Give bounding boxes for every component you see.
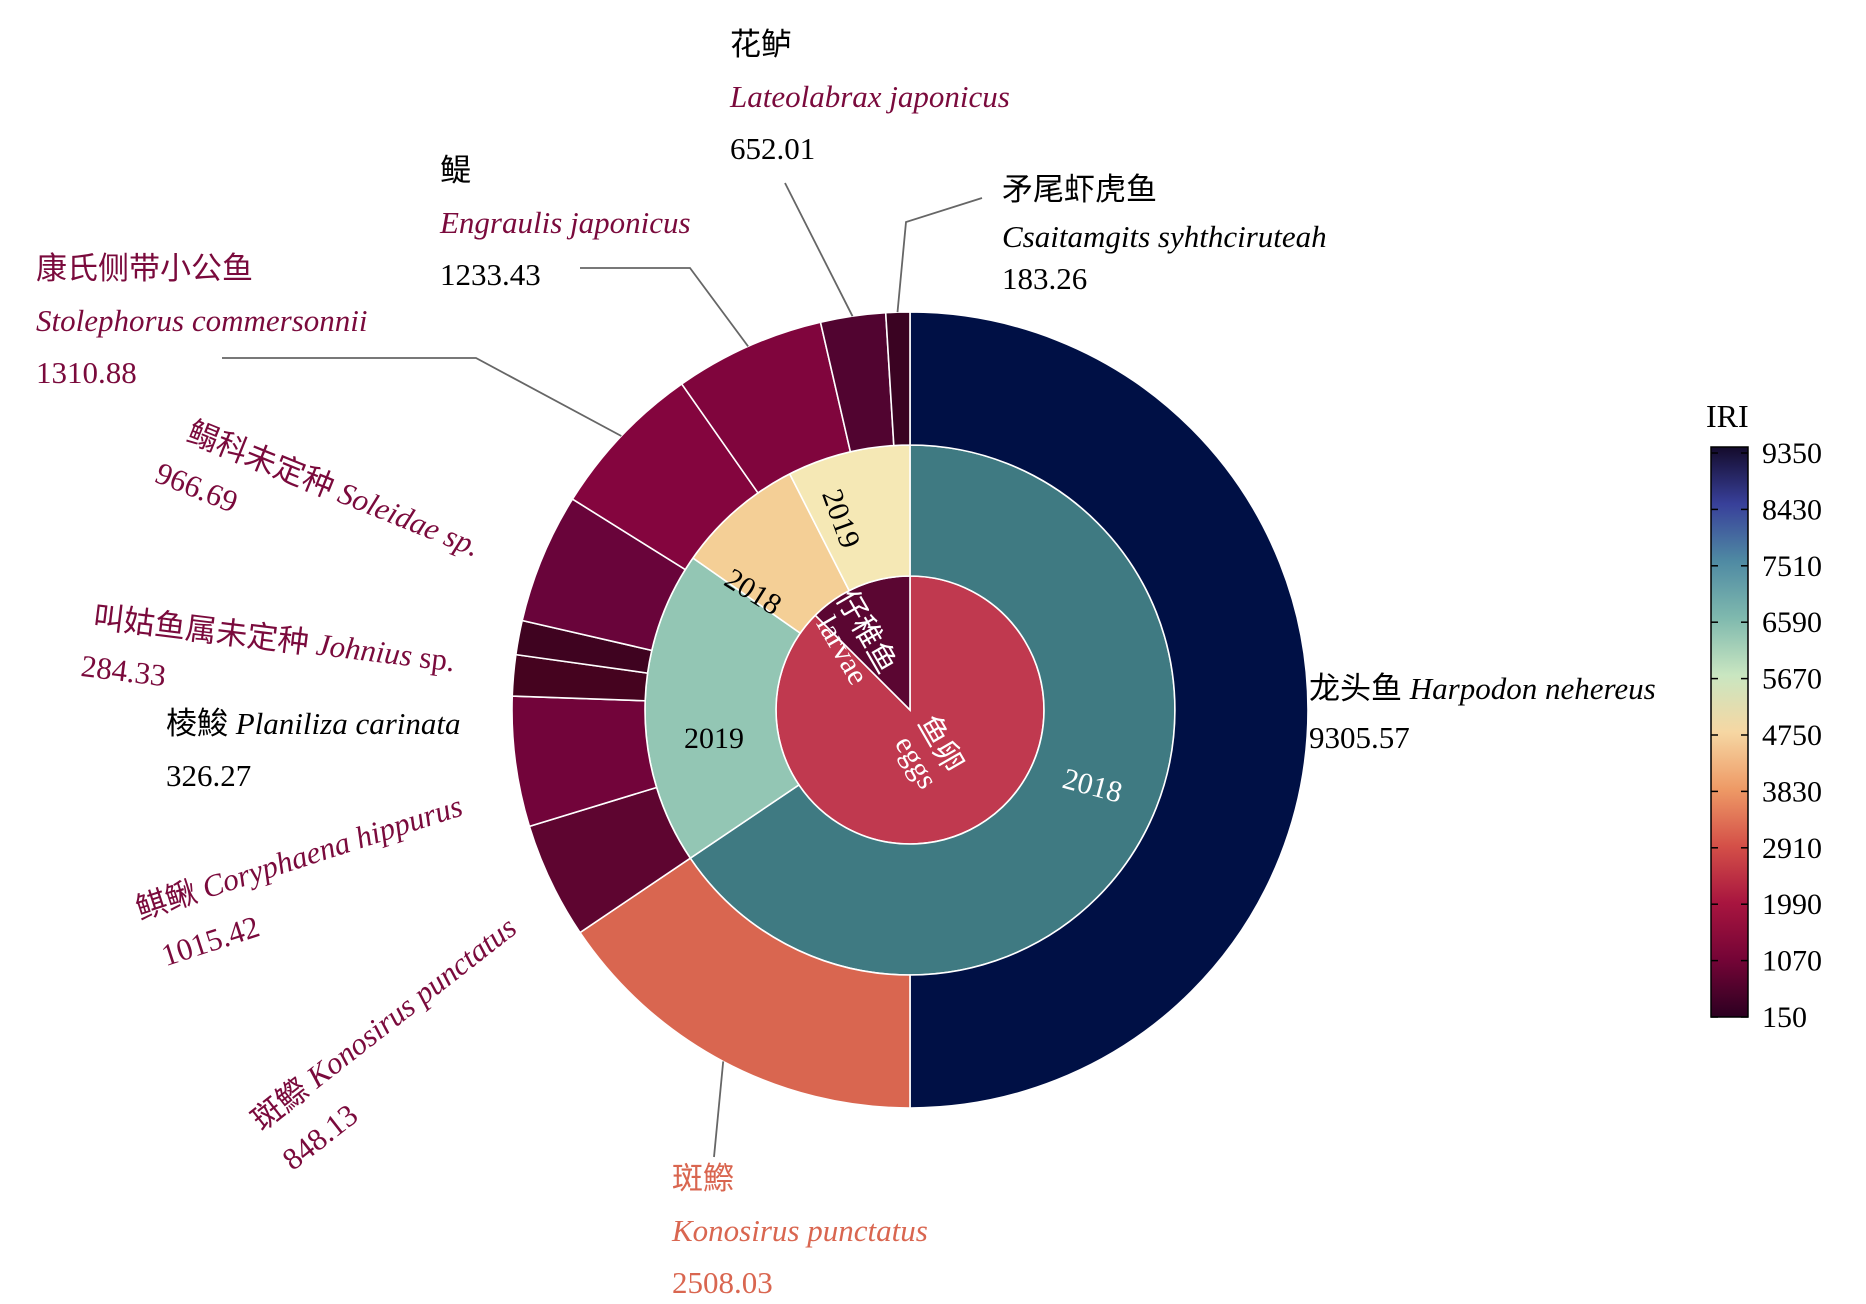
colorbar-tick-label: 2910 <box>1762 832 1822 865</box>
svg-text:鱼卵 eggs: 鱼卵 eggs <box>885 710 973 800</box>
svg-text:284.33: 284.33 <box>79 648 168 693</box>
svg-text:Stolephorus commersonnii: Stolephorus commersonnii <box>36 303 368 338</box>
colorbar-tick-label: 7510 <box>1762 550 1822 583</box>
species-label-stolephorus: 康氏侧带小公鱼 Stolephorus commersonnii 1310.88 <box>36 251 368 390</box>
svg-text:326.27: 326.27 <box>166 758 251 793</box>
species-label-harpodon: 龙头鱼 Harpodon nehereus 9305.57 <box>1309 671 1656 755</box>
colorbar-gradient <box>1710 446 1749 1018</box>
svg-text:Engraulis japonicus: Engraulis japonicus <box>439 205 691 240</box>
svg-text:1310.88: 1310.88 <box>36 355 137 390</box>
colorbar-tick-label: 4750 <box>1762 719 1822 752</box>
mid-label-eggs-2019: 2019 <box>684 722 744 755</box>
svg-text:斑鰶: 斑鰶 <box>672 1161 734 1196</box>
svg-text:鲯鳅 Coryphaena hippurus: 鲯鳅 Coryphaena hippurus <box>131 788 466 927</box>
colorbar-tick-label: 3830 <box>1762 775 1822 808</box>
colorbar-tick-label: 8430 <box>1762 493 1822 526</box>
colorbar-title: IRI <box>1706 398 1749 434</box>
svg-text:2508.03: 2508.03 <box>672 1265 773 1300</box>
leader-line-engraulis <box>580 267 749 347</box>
leader-line-csaitamgits <box>896 197 983 313</box>
colorbar-tick-label: 150 <box>1762 1001 1807 1034</box>
colorbar-tick-label: 5670 <box>1762 663 1822 696</box>
species-label-planiliza: 棱鮻 Planiliza carinata 326.27 <box>166 706 461 793</box>
leader-line-konosirus-eggs <box>713 1061 725 1158</box>
svg-text:9305.57: 9305.57 <box>1309 720 1410 755</box>
svg-text:Konosirus punctatus: Konosirus punctatus <box>671 1213 928 1248</box>
species-label-soleidae: 鳎科未定种 Soleidae sp. 966.69 <box>151 414 486 564</box>
svg-text:183.26: 183.26 <box>1002 261 1087 296</box>
colorbar-tick-label: 1070 <box>1762 945 1822 978</box>
segment-outer-csaitamgits <box>884 311 911 447</box>
species-label-engraulis: 鳀 Engraulis japonicus 1233.43 <box>439 153 691 292</box>
svg-text:652.01: 652.01 <box>730 131 815 166</box>
species-label-csaitamgits: 矛尾虾虎鱼 Csaitamgits syhthciruteah 183.26 <box>1002 172 1327 296</box>
leader-lines <box>222 182 983 1158</box>
colorbar-tick-label: 1990 <box>1762 888 1822 921</box>
colorbar-ticks: 9350 8430 7510 6590 5670 4750 3830 2910 1990 1070… <box>1711 437 1822 1034</box>
svg-text:康氏侧带小公鱼: 康氏侧带小公鱼 <box>36 251 253 286</box>
species-label-lateolabrax: 花鲈 Lateolabrax japonicus 652.01 <box>729 27 1010 166</box>
svg-text:龙头鱼 Harpodon nehereus: 龙头鱼 Harpodon nehereus <box>1309 671 1656 706</box>
svg-text:斑鰶 Konosirus punctatus: 斑鰶 Konosirus punctatus <box>245 910 523 1138</box>
species-label-coryphaena: 鲯鳅 Coryphaena hippurus 1015.42 <box>131 788 466 973</box>
species-label-konosirus-eggs: 斑鰶 Konosirus punctatus 2508.03 <box>671 1161 928 1300</box>
svg-text:鳀: 鳀 <box>440 153 471 188</box>
colorbar-tick-label: 9350 <box>1762 437 1822 470</box>
segment-outer-harpodon <box>909 311 1309 1109</box>
colorbar: IRI 9350 8430 7510 6590 5670 4750 3830 2910 1990… <box>1706 398 1822 1034</box>
svg-text:1015.42: 1015.42 <box>157 909 264 973</box>
sunburst-rings <box>511 311 1309 1109</box>
colorbar-tick-label: 6590 <box>1762 606 1822 639</box>
leader-line-stolephorus <box>222 357 622 437</box>
svg-text:Lateolabrax japonicus: Lateolabrax japonicus <box>729 79 1010 114</box>
svg-text:棱鮻 Planiliza carinata: 棱鮻 Planiliza carinata <box>166 706 461 741</box>
svg-text:1233.43: 1233.43 <box>440 257 541 292</box>
svg-text:矛尾虾虎鱼: 矛尾虾虎鱼 <box>1002 172 1157 207</box>
species-label-konosirus-larvae: 斑鰶 Konosirus punctatus 848.13 <box>245 910 523 1177</box>
svg-text:花鲈: 花鲈 <box>730 27 792 62</box>
svg-text:Csaitamgits syhthciruteah: Csaitamgits syhthciruteah <box>1002 219 1327 254</box>
center-label-eggs: 鱼卵 eggs <box>885 710 973 800</box>
leader-line-lateolabrax <box>784 182 854 317</box>
